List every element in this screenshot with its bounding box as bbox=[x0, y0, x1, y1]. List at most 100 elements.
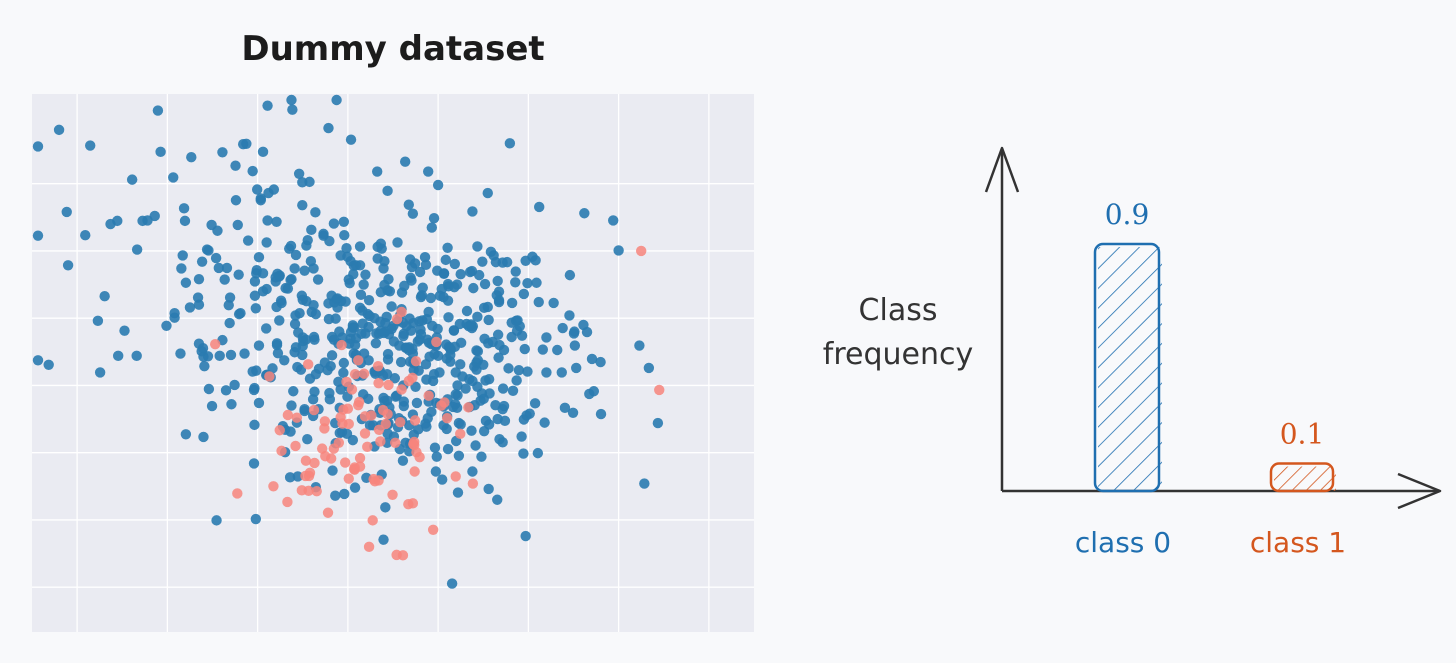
scatter-point-class-0 bbox=[152, 105, 164, 116]
scatter-point-class-0 bbox=[233, 269, 244, 280]
scatter-point-class-0 bbox=[345, 134, 357, 145]
scatter-point-class-1 bbox=[635, 245, 647, 257]
scatter-point-class-0 bbox=[429, 442, 441, 453]
scatter-point-class-0 bbox=[424, 351, 435, 362]
scatter-point-class-0 bbox=[176, 263, 187, 274]
scatter-point-class-1 bbox=[403, 499, 414, 510]
scatter-point-class-0 bbox=[467, 206, 478, 217]
scatter-point-class-1 bbox=[467, 478, 479, 489]
scatter-point-class-0 bbox=[510, 277, 521, 288]
scatter-point-class-0 bbox=[112, 215, 123, 227]
scatter-point-class-0 bbox=[32, 355, 44, 366]
scatter-point-class-0 bbox=[442, 242, 453, 253]
scatter-point-class-1 bbox=[375, 436, 386, 447]
scatter-point-class-0 bbox=[434, 367, 445, 378]
scatter-point-class-0 bbox=[520, 530, 531, 542]
scatter-point-class-0 bbox=[586, 353, 598, 365]
scatter-point-class-0 bbox=[492, 329, 504, 340]
scatter-point-class-0 bbox=[310, 308, 322, 320]
scatter-point-class-0 bbox=[61, 206, 72, 218]
scatter-point-class-0 bbox=[504, 138, 516, 149]
value-label-0: 0.9 bbox=[1105, 198, 1150, 231]
scatter-point-class-0 bbox=[468, 282, 479, 294]
scatter-point-class-0 bbox=[455, 359, 466, 370]
scatter-point-class-0 bbox=[241, 138, 252, 149]
scatter-point-class-0 bbox=[613, 245, 624, 256]
scatter-point-class-1 bbox=[319, 423, 330, 434]
scatter-point-class-0 bbox=[297, 294, 308, 305]
scatter-point-class-1 bbox=[380, 418, 391, 430]
scatter-point-class-1 bbox=[410, 356, 422, 367]
scatter-point-class-0 bbox=[516, 330, 528, 341]
scatter-point-class-0 bbox=[32, 141, 44, 152]
scatter-point-class-0 bbox=[532, 447, 544, 459]
scatter-point-class-0 bbox=[425, 292, 437, 304]
scatter-point-class-0 bbox=[272, 347, 284, 359]
scatter-point-class-0 bbox=[541, 367, 552, 378]
scatter-point-class-0 bbox=[251, 365, 262, 376]
scatter-point-class-0 bbox=[559, 402, 571, 414]
scatter-point-class-0 bbox=[422, 166, 434, 177]
scatter-point-class-1 bbox=[322, 507, 334, 518]
scatter-point-class-0 bbox=[248, 458, 260, 469]
scatter-point-class-0 bbox=[541, 332, 552, 343]
scatter-point-class-0 bbox=[372, 166, 383, 177]
scatter-point-class-0 bbox=[420, 259, 432, 271]
scatter-point-class-0 bbox=[395, 356, 407, 368]
scatter-point-class-0 bbox=[567, 407, 579, 418]
scatter-point-class-0 bbox=[467, 466, 478, 477]
y-axis-label-line2: frequency bbox=[823, 337, 973, 372]
scatter-point-class-1 bbox=[373, 424, 385, 436]
scatter-point-class-0 bbox=[126, 174, 138, 185]
scatter-point-class-0 bbox=[461, 305, 473, 317]
scatter-point-class-1 bbox=[463, 402, 474, 413]
scatter-point-class-0 bbox=[464, 266, 476, 278]
scatter-point-class-0 bbox=[168, 172, 179, 183]
scatter-point-class-0 bbox=[436, 283, 447, 295]
scatter-point-class-0 bbox=[396, 287, 408, 298]
scatter-point-class-1 bbox=[409, 415, 421, 426]
value-label-1: 0.1 bbox=[1280, 418, 1325, 451]
scatter-point-class-0 bbox=[310, 207, 321, 218]
scatter-point-class-1 bbox=[368, 473, 379, 485]
scatter-point-class-0 bbox=[490, 399, 501, 411]
scatter-point-class-0 bbox=[131, 244, 143, 255]
scatter-point-class-0 bbox=[360, 269, 371, 280]
scatter-point-class-0 bbox=[142, 215, 153, 226]
scatter-point-class-0 bbox=[503, 363, 514, 374]
scatter-point-class-0 bbox=[257, 146, 269, 158]
scatter-point-class-0 bbox=[229, 379, 240, 391]
scatter-point-class-0 bbox=[452, 380, 463, 391]
bar-1 bbox=[1269, 462, 1335, 493]
scatter-point-class-0 bbox=[399, 156, 411, 167]
scatter-grid bbox=[32, 94, 754, 632]
scatter-point-class-0 bbox=[492, 494, 503, 505]
scatter-point-class-0 bbox=[392, 237, 403, 248]
scatter-title: Dummy dataset bbox=[241, 29, 544, 69]
scatter-point-class-0 bbox=[398, 330, 409, 342]
scatter-point-class-0 bbox=[430, 466, 442, 477]
scatter-point-class-0 bbox=[112, 350, 124, 362]
scatter-point-class-0 bbox=[271, 216, 282, 227]
scatter-point-class-0 bbox=[539, 417, 550, 428]
scatter-point-class-0 bbox=[634, 340, 645, 351]
scatter-point-class-0 bbox=[177, 250, 188, 261]
scatter-point-class-0 bbox=[292, 361, 303, 373]
scatter-point-class-0 bbox=[482, 187, 493, 199]
scatter-point-class-0 bbox=[249, 382, 260, 394]
scatter-point-class-1 bbox=[423, 390, 434, 401]
scatter-point-class-0 bbox=[270, 272, 281, 283]
scatter-point-class-0 bbox=[358, 279, 369, 290]
scatter-point-class-0 bbox=[557, 322, 568, 334]
bars: 0.9 class 0 0.1 class 1 bbox=[1075, 198, 1346, 559]
scatter-point-class-0 bbox=[455, 419, 466, 430]
scatter-point-class-1 bbox=[396, 384, 407, 395]
scatter-point-class-0 bbox=[442, 295, 454, 306]
scatter-point-class-0 bbox=[341, 243, 352, 254]
scatter-point-class-0 bbox=[404, 254, 416, 265]
scatter-point-class-0 bbox=[99, 290, 110, 302]
scatter-point-class-0 bbox=[312, 274, 324, 285]
scatter-point-class-0 bbox=[230, 160, 241, 171]
scatter-point-class-1 bbox=[367, 515, 378, 526]
scatter-point-class-0 bbox=[226, 399, 237, 410]
